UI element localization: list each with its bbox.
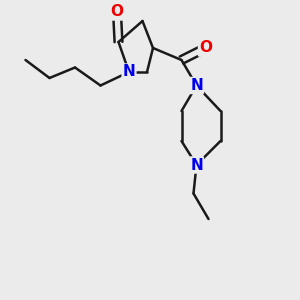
Text: N: N	[190, 158, 203, 172]
Text: O: O	[110, 4, 124, 20]
Text: O: O	[199, 40, 212, 56]
Text: N: N	[190, 78, 203, 93]
Text: N: N	[123, 64, 135, 80]
